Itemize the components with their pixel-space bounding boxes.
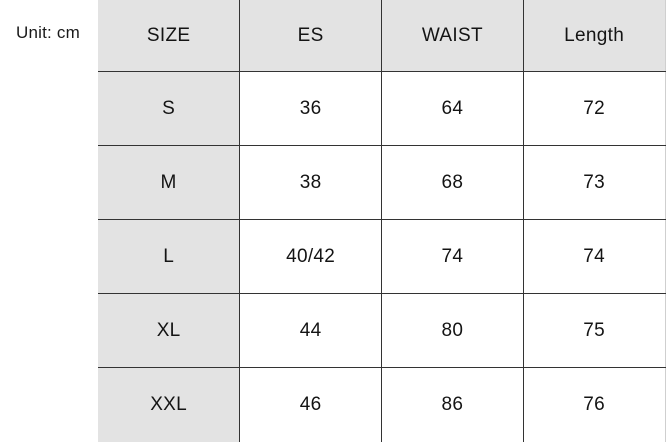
cell-size: L [98,219,241,294]
table-row: S 36 64 72 [98,71,666,146]
cell-waist: 80 [381,293,524,368]
cell-size: XXL [98,367,241,442]
cell-size: S [98,71,241,146]
cell-length: 73 [523,145,666,220]
cell-waist: 74 [381,219,524,294]
cell-waist: 64 [381,71,524,146]
cell-es: 44 [239,293,382,368]
cell-es: 36 [239,71,382,146]
table-row: M 38 68 73 [98,145,666,220]
cell-length: 74 [523,219,666,294]
column-header-length: Length [523,0,666,72]
cell-size: M [98,145,241,220]
table-row: XXL 46 86 76 [98,367,666,442]
column-header-size: SIZE [98,0,241,72]
cell-waist: 68 [381,145,524,220]
unit-label: Unit: cm [16,23,80,42]
cell-size: XL [98,293,241,368]
size-chart-table: SIZE ES WAIST Length S 36 64 72 M 38 68 … [98,0,666,442]
cell-waist: 86 [381,367,524,442]
table-row: L 40/42 74 74 [98,219,666,294]
table-row: XL 44 80 75 [98,293,666,368]
cell-es: 40/42 [239,219,382,294]
table-header-row: SIZE ES WAIST Length [98,0,666,72]
column-header-es: ES [239,0,382,72]
cell-length: 72 [523,71,666,146]
cell-length: 75 [523,293,666,368]
cell-length: 76 [523,367,666,442]
cell-es: 46 [239,367,382,442]
column-header-waist: WAIST [381,0,524,72]
cell-es: 38 [239,145,382,220]
